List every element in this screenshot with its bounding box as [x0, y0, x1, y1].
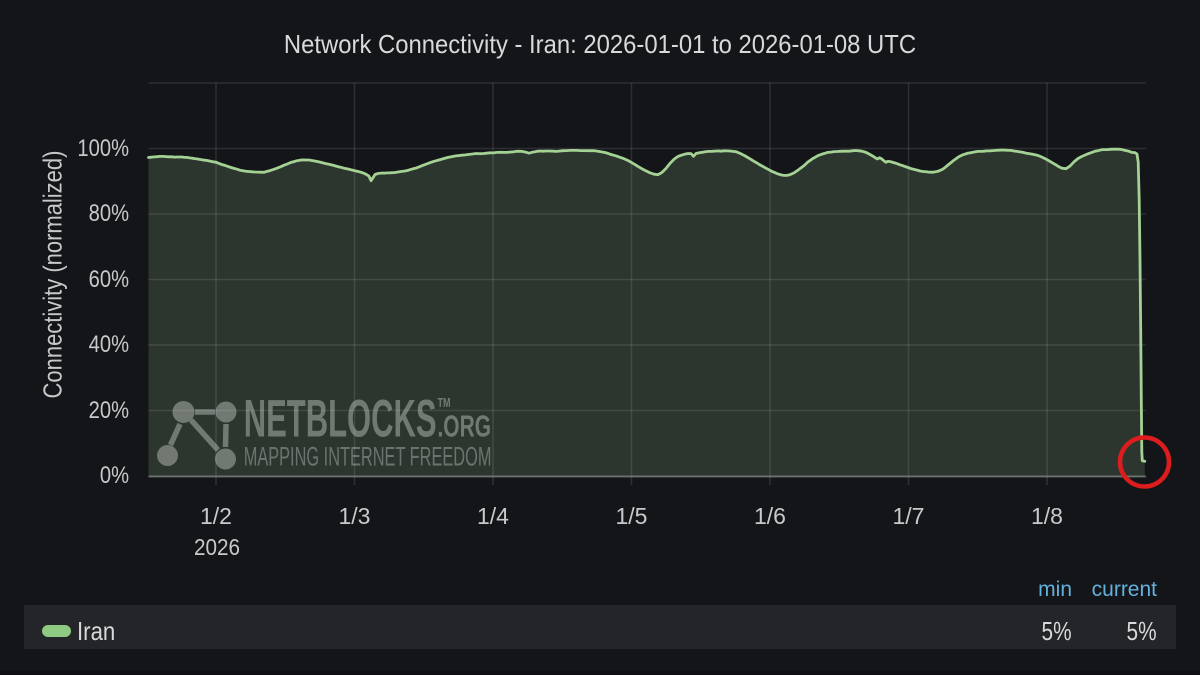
- svg-text:TM: TM: [438, 397, 451, 411]
- svg-text:MAPPING INTERNET FREEDOM: MAPPING INTERNET FREEDOM: [244, 441, 492, 471]
- svg-text:.ORG: .ORG: [438, 408, 491, 443]
- svg-text:NETBLOCKS: NETBLOCKS: [244, 390, 437, 449]
